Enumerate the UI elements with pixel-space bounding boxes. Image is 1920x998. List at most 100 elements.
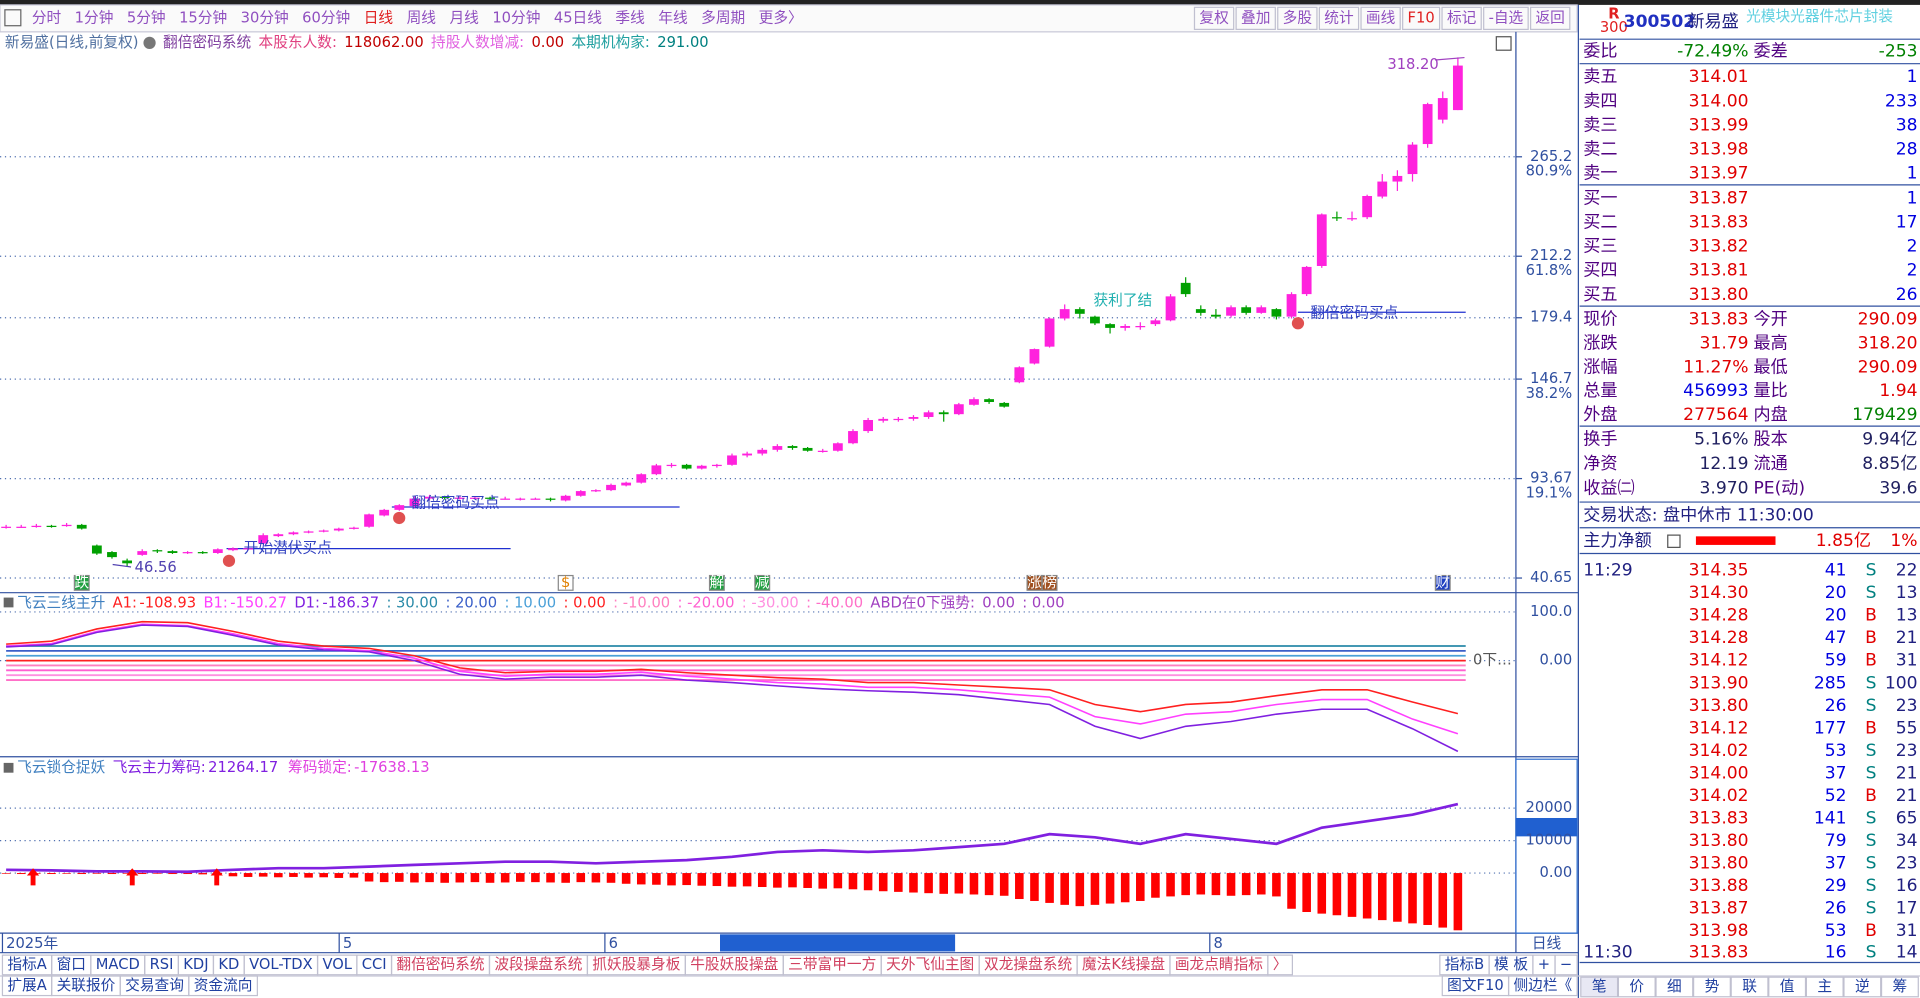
header-icon[interactable] [143,36,156,49]
lock-bar [62,873,71,874]
event-marker[interactable] [1041,574,1058,591]
toolbar-button[interactable]: 返回 [1536,9,1565,26]
toolbar-button[interactable]: F10 [1408,9,1435,26]
tab[interactable]: 模 板 [1494,955,1528,973]
tab[interactable]: 侧边栏《 [1513,977,1572,994]
lock-bar [636,873,646,885]
chart-icon[interactable] [1495,36,1512,51]
tab[interactable]: 窗口 [57,955,86,973]
toolbar-tab[interactable]: 月线 [449,9,479,26]
lock-bar [349,873,359,878]
signal-label: 开始潜伏买点 [244,540,332,557]
panel-tab[interactable] [1617,976,1656,998]
panel-tab[interactable] [1655,976,1694,998]
book-price: 313.99 [1689,115,1749,135]
tab[interactable]: MACD [96,956,140,973]
tab[interactable]: 魔法K线操盘 [1082,955,1165,973]
tab[interactable]: + [1538,956,1550,973]
tab[interactable]: 牛股妖股操盘 [690,955,778,973]
panel-tab[interactable] [1580,976,1619,998]
tab[interactable]: 扩展A [7,977,46,994]
toolbar-icon[interactable] [4,9,22,27]
tab[interactable]: VOL-TDX [249,956,313,973]
tick-volume: 29 [1825,876,1847,896]
tab[interactable]: 天外飞仙主图 [886,956,974,973]
toolbar-tab[interactable]: 周线 [407,9,437,26]
tab[interactable]: 资金流向 [194,977,253,994]
toolbar-button[interactable]: 统计 [1324,9,1354,26]
tab[interactable]: 翻倍密码系统 [396,956,484,973]
tab[interactable]: KD [218,956,239,973]
tab[interactable]: CCI [362,956,387,973]
toolbar-tab[interactable]: 年线 [658,9,688,26]
lock-bar [77,873,87,875]
toolbar-tab[interactable]: 10分钟 [492,9,540,26]
panel-icon[interactable] [3,597,14,608]
tab[interactable]: 双龙操盘系统 [984,955,1072,973]
toolbar-button[interactable]: 标记 [1447,9,1477,26]
toolbar-tab[interactable]: 15分钟 [179,9,227,26]
tab[interactable]: 关联报价 [57,977,116,994]
candle-body [500,498,511,500]
tick-side: S [1866,899,1877,919]
toolbar-tab[interactable]: 多周期 [701,9,745,26]
panel-tab[interactable] [1880,976,1919,998]
panel-tab[interactable] [1805,976,1844,998]
toolbar-tab[interactable]: 5分钟 [127,9,166,26]
toolbar-tab[interactable]: 日线 [364,9,394,26]
panel-tab[interactable] [1730,976,1769,998]
candle-body [515,498,526,500]
toolbar-tab[interactable]: 30分钟 [241,9,289,26]
lock-bar [1241,873,1251,896]
tab[interactable]: 三带富甲一方 [788,955,876,973]
main-net-icon[interactable] [1667,534,1681,548]
tick-count: 23 [1896,741,1918,761]
toolbar-tab[interactable]: 1分钟 [75,9,114,26]
tab[interactable]: 〉 [1273,956,1288,973]
toolbar-button[interactable]: 叠加 [1241,9,1270,26]
tab-frame [1267,954,1294,976]
toolbar-tab[interactable]: 季线 [615,9,645,26]
tab[interactable]: 指标A [7,956,46,973]
toolbar-button[interactable]: -自选 [1489,9,1524,26]
lock-bar [1423,873,1432,925]
tab[interactable]: KDJ [183,956,208,973]
event-marker[interactable] [708,574,725,591]
y-tick-label: 0.00 [1540,864,1573,881]
toolbar-button[interactable]: 复权 [1199,8,1229,26]
candle-body [228,548,238,551]
panel-tab[interactable] [1843,976,1882,998]
stat-label: 收益㈡ [1583,479,1634,499]
event-label: $ [561,574,570,591]
book-price: 313.80 [1689,285,1749,305]
candle-body [1135,326,1146,328]
tab[interactable]: VOL [322,956,352,973]
tab[interactable]: 指标B [1445,956,1484,973]
panel-tab[interactable] [1768,976,1807,998]
candle-body [651,465,662,475]
stock-name: 新易盛 [1687,12,1738,32]
book-label: 卖二 [1583,140,1617,160]
toolbar-tab[interactable]: 分时 [32,9,62,26]
toolbar-tab[interactable]: 60分钟 [302,9,350,26]
candle-body [303,531,314,533]
panel-tab-label: 笔 [1592,978,1607,995]
panel-icon[interactable] [3,762,14,773]
toolbar-tab[interactable]: 45日线 [554,9,602,26]
tick-side: B [1865,606,1877,626]
event-marker[interactable] [1434,574,1451,591]
event-marker[interactable] [754,574,771,591]
event-marker[interactable] [557,574,574,591]
tab[interactable]: − [1560,956,1572,973]
tab[interactable]: 图文F10 [1447,977,1504,994]
toolbar-tab[interactable]: 更多〉 [759,9,803,26]
toolbar-button[interactable]: 画线 [1366,9,1396,26]
tab[interactable]: 波段操盘系统 [494,955,582,973]
tab[interactable]: 抓妖股暴身板 [592,955,680,973]
toolbar-button[interactable]: 多股 [1283,9,1313,26]
tab[interactable]: 画龙点睛指标 [1175,956,1263,973]
tab[interactable]: 交易查询 [125,976,184,994]
panel-tab[interactable] [1692,976,1731,998]
tab[interactable]: RSI [150,956,174,973]
event-marker[interactable] [73,574,90,591]
